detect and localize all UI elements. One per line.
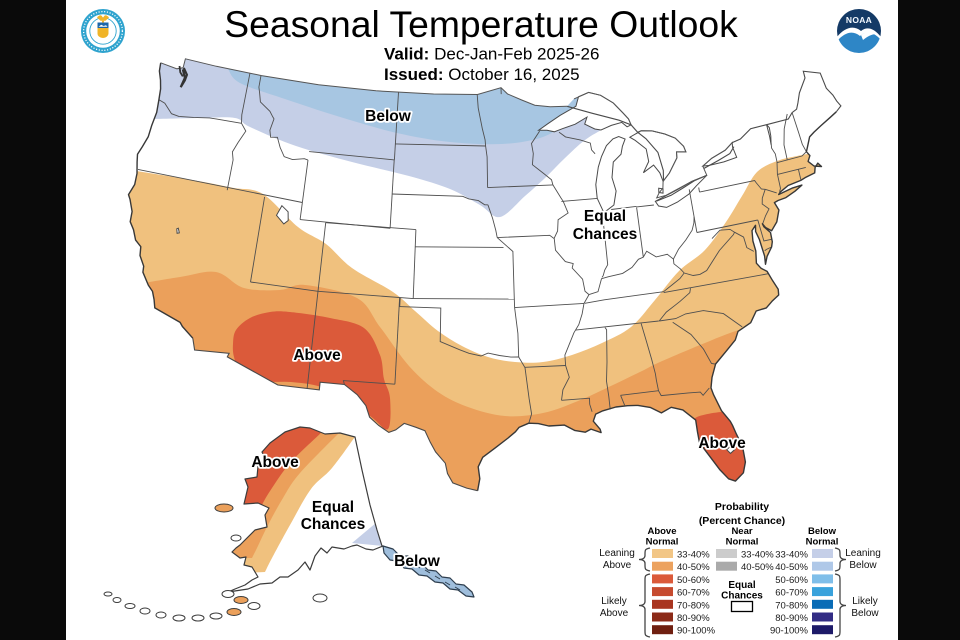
svg-text:Valid: Dec-Jan-Feb 2025-26: Valid: Dec-Jan-Feb 2025-26 [384, 45, 599, 64]
svg-text:Above: Above [293, 347, 341, 364]
svg-text:Normal: Normal [726, 537, 759, 548]
svg-text:Below: Below [849, 560, 877, 571]
svg-text:33-40%: 33-40% [677, 550, 710, 561]
svg-text:NOAA: NOAA [846, 15, 872, 25]
svg-text:Likely: Likely [852, 596, 878, 607]
svg-text:80-90%: 80-90% [775, 613, 808, 624]
svg-text:Above: Above [251, 454, 299, 471]
svg-text:(Percent Chance): (Percent Chance) [699, 515, 785, 527]
svg-text:Probability: Probability [715, 501, 769, 513]
svg-text:Equal: Equal [728, 580, 755, 591]
svg-text:90-100%: 90-100% [677, 626, 716, 637]
svg-text:Below: Below [808, 526, 837, 537]
svg-text:Leaning: Leaning [845, 548, 881, 559]
svg-text:40-50%: 40-50% [741, 562, 774, 573]
svg-text:Leaning: Leaning [599, 548, 635, 559]
svg-text:Likely: Likely [601, 596, 627, 607]
svg-text:Above: Above [647, 526, 676, 537]
svg-text:Equal: Equal [584, 208, 626, 225]
svg-text:40-50%: 40-50% [775, 562, 808, 573]
svg-text:70-80%: 70-80% [775, 600, 808, 611]
svg-text:Above: Above [603, 560, 632, 571]
svg-text:90-100%: 90-100% [770, 626, 809, 637]
svg-text:Seasonal Temperature Outlook: Seasonal Temperature Outlook [224, 3, 738, 45]
svg-text:Below: Below [851, 608, 879, 619]
svg-text:50-60%: 50-60% [775, 575, 808, 586]
svg-text:60-70%: 60-70% [775, 588, 808, 599]
svg-text:Below: Below [365, 108, 412, 125]
svg-text:Chances: Chances [301, 516, 366, 533]
svg-text:Equal: Equal [312, 499, 354, 516]
svg-text:40-50%: 40-50% [677, 562, 710, 573]
svg-text:Below: Below [394, 553, 441, 570]
svg-text:33-40%: 33-40% [741, 550, 774, 561]
svg-text:Normal: Normal [646, 537, 679, 548]
svg-text:Above: Above [698, 435, 746, 452]
svg-text:Above: Above [600, 608, 629, 619]
svg-text:Chances: Chances [721, 591, 763, 602]
svg-text:50-60%: 50-60% [677, 575, 710, 586]
svg-text:70-80%: 70-80% [677, 600, 710, 611]
svg-text:80-90%: 80-90% [677, 613, 710, 624]
svg-text:60-70%: 60-70% [677, 588, 710, 599]
svg-text:33-40%: 33-40% [775, 550, 808, 561]
svg-text:Issued: October 16, 2025: Issued: October 16, 2025 [384, 65, 580, 84]
svg-text:Chances: Chances [573, 226, 638, 243]
svg-text:Near: Near [731, 526, 752, 537]
svg-text:Normal: Normal [806, 537, 839, 548]
